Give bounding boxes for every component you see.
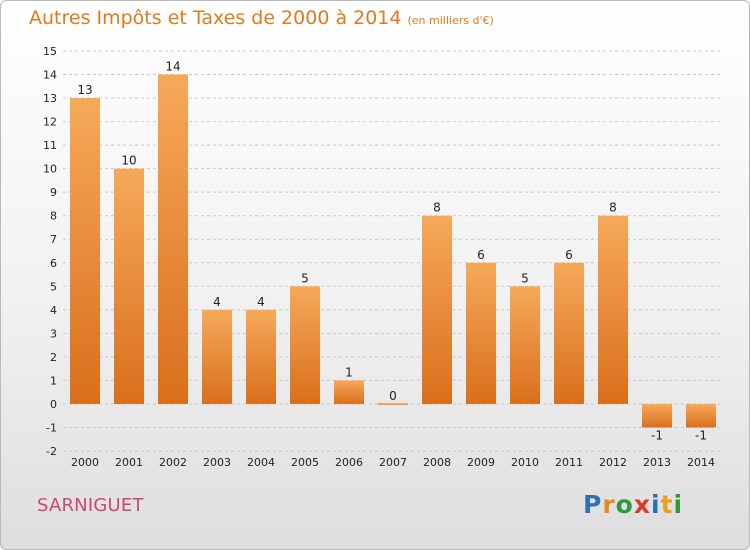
data-label: 1 bbox=[345, 365, 353, 379]
logo-letter: x bbox=[633, 490, 651, 519]
logo-letter: r bbox=[602, 490, 616, 519]
x-tick-label: 2011 bbox=[555, 456, 583, 469]
chart-title: Autres Impôts et Taxes de 2000 à 2014 (en… bbox=[29, 7, 494, 29]
title-text: Autres Impôts et Taxes de 2000 à 2014 bbox=[29, 7, 402, 29]
x-tick-label: 2008 bbox=[423, 456, 451, 469]
x-tick-label: 2007 bbox=[379, 456, 407, 469]
x-tick-label: 2004 bbox=[247, 456, 275, 469]
data-label: 5 bbox=[301, 271, 309, 285]
data-label: 6 bbox=[565, 248, 573, 262]
bar bbox=[114, 168, 144, 404]
data-label: 10 bbox=[121, 154, 136, 168]
data-label: 13 bbox=[77, 83, 92, 97]
x-tick-label: 2001 bbox=[115, 456, 143, 469]
x-axis-ticks: 2000 2001 2002 2003 2004 2005 2006 2007 2008 2009… bbox=[71, 456, 715, 469]
x-tick-label: 2006 bbox=[335, 456, 363, 469]
bar bbox=[290, 286, 320, 404]
logo-letter: i bbox=[673, 490, 684, 519]
bar bbox=[246, 309, 276, 404]
logo-letter: P bbox=[583, 490, 603, 519]
y-tick-label: 2 bbox=[50, 351, 57, 364]
bar bbox=[466, 262, 496, 404]
y-tick-label: 1 bbox=[50, 374, 57, 387]
data-label: 8 bbox=[433, 201, 441, 215]
bar bbox=[554, 262, 584, 404]
bar bbox=[202, 309, 232, 404]
x-tick-label: 2003 bbox=[203, 456, 231, 469]
y-tick-label: 15 bbox=[43, 45, 57, 58]
bar bbox=[510, 286, 540, 404]
x-tick-label: 2002 bbox=[159, 456, 187, 469]
data-label: 14 bbox=[165, 60, 180, 74]
y-tick-label: 13 bbox=[43, 92, 57, 105]
data-label: 4 bbox=[257, 295, 265, 309]
y-tick-label: 6 bbox=[50, 257, 57, 270]
bars bbox=[70, 74, 716, 428]
y-tick-label: 10 bbox=[43, 163, 57, 176]
data-label: -1 bbox=[651, 428, 663, 442]
y-tick-label: 12 bbox=[43, 116, 57, 129]
logo-letter: i bbox=[651, 490, 661, 519]
data-label: 6 bbox=[477, 248, 485, 262]
y-tick-label: 9 bbox=[50, 186, 57, 199]
data-label: 0 bbox=[389, 389, 397, 403]
data-label: 8 bbox=[609, 201, 617, 215]
x-tick-label: 2013 bbox=[643, 456, 671, 469]
bar bbox=[598, 215, 628, 404]
bar bbox=[686, 403, 716, 428]
bar bbox=[422, 215, 452, 404]
y-tick-label: 0 bbox=[50, 398, 57, 411]
y-tick-label: 11 bbox=[43, 139, 57, 152]
data-label: -1 bbox=[695, 428, 707, 442]
bar bbox=[70, 98, 100, 404]
logo-letter: t bbox=[660, 490, 674, 519]
commune-name: SARNIGUET bbox=[37, 495, 144, 516]
x-tick-label: 2014 bbox=[687, 456, 715, 469]
y-tick-label: 14 bbox=[43, 69, 57, 82]
x-tick-label: 2009 bbox=[467, 456, 495, 469]
data-label: 4 bbox=[213, 295, 221, 309]
bar bbox=[642, 403, 672, 428]
y-tick-label: 5 bbox=[50, 280, 57, 293]
x-tick-label: 2000 bbox=[71, 456, 99, 469]
bar bbox=[158, 74, 188, 404]
title-unit: (en milliers d'€) bbox=[407, 14, 494, 27]
logo-letter: o bbox=[615, 490, 634, 519]
bar bbox=[378, 403, 408, 405]
x-tick-label: 2010 bbox=[511, 456, 539, 469]
proxiti-logo: Proxiti bbox=[583, 490, 683, 519]
y-tick-label: -2 bbox=[46, 445, 57, 458]
bar bbox=[334, 380, 364, 404]
y-tick-label: 4 bbox=[50, 304, 57, 317]
x-tick-label: 2012 bbox=[599, 456, 627, 469]
data-label: 5 bbox=[521, 271, 529, 285]
y-tick-label: 3 bbox=[50, 327, 57, 340]
y-tick-label: -1 bbox=[46, 421, 57, 434]
x-tick-label: 2005 bbox=[291, 456, 319, 469]
y-tick-label: 8 bbox=[50, 210, 57, 223]
y-tick-label: 7 bbox=[50, 233, 57, 246]
